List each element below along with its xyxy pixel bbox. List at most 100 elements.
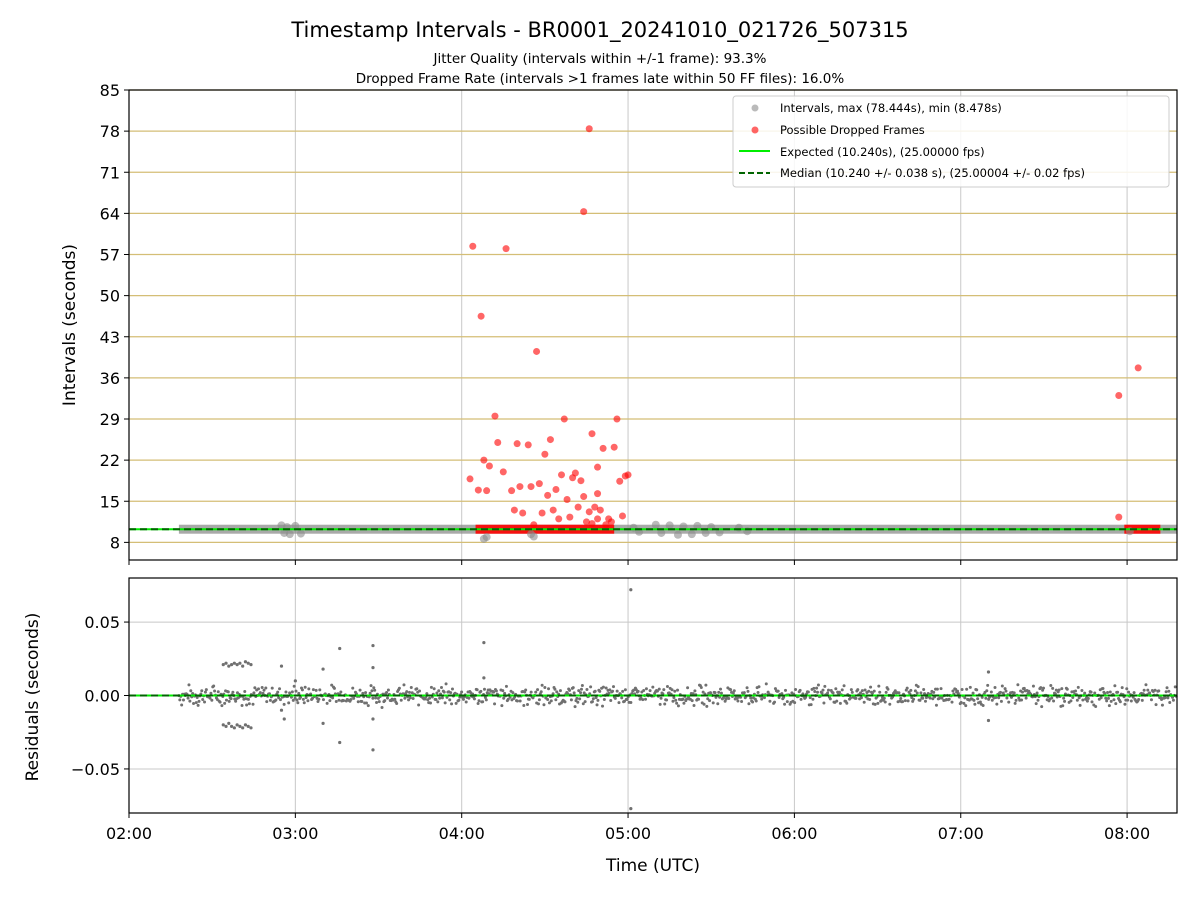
residual-point	[884, 690, 888, 694]
residual-point	[719, 687, 723, 691]
residual-point	[999, 699, 1003, 703]
residual-point	[780, 692, 784, 696]
residual-outlier-point	[235, 663, 239, 667]
residual-point	[739, 695, 743, 699]
residual-point	[641, 698, 645, 702]
residual-point	[776, 689, 780, 693]
residual-point	[1063, 699, 1067, 703]
residual-point	[360, 699, 364, 703]
residual-point	[449, 691, 453, 695]
residual-point	[291, 698, 295, 702]
residual-point	[985, 689, 989, 693]
dropped-frame-point	[491, 412, 499, 420]
residual-point	[980, 695, 984, 699]
residual-point	[589, 685, 593, 689]
interval-point	[482, 533, 491, 542]
residual-point	[693, 689, 697, 693]
residual-point	[918, 698, 922, 702]
residual-point	[270, 686, 274, 690]
residual-point	[203, 700, 207, 704]
residual-point	[501, 689, 505, 693]
residual-point	[1148, 691, 1152, 695]
residual-point	[296, 701, 300, 705]
interval-point	[701, 528, 710, 537]
residual-point	[812, 686, 816, 690]
dropped-frame-point	[591, 503, 599, 511]
residual-outlier-point	[224, 661, 228, 665]
residual-point	[337, 698, 341, 702]
residual-point	[1173, 685, 1177, 689]
residual-outlier-point	[293, 679, 297, 683]
residual-point	[872, 689, 876, 693]
residual-point	[838, 701, 842, 705]
legend-box	[732, 95, 1170, 188]
residual-point	[1112, 698, 1116, 702]
x-tick-label: 06:00	[771, 824, 817, 843]
dropped-frame-point	[466, 475, 474, 483]
residual-point	[629, 701, 633, 705]
x-tick-label: 08:00	[1104, 824, 1150, 843]
residual-point	[425, 692, 429, 696]
residual-point	[1153, 688, 1157, 692]
residual-point	[691, 692, 695, 696]
residual-point	[1167, 689, 1171, 693]
residual-point	[593, 689, 597, 693]
residual-point	[461, 697, 465, 701]
residual-point	[849, 688, 853, 692]
residual-point	[813, 690, 817, 694]
residual-point	[590, 700, 594, 704]
residual-point	[366, 704, 370, 708]
residual-point	[659, 696, 663, 700]
residual-point	[651, 685, 655, 689]
residual-point	[1105, 699, 1109, 703]
residual-point	[240, 704, 244, 708]
interval-point	[529, 532, 538, 541]
residuals-x-ticks: 02:00 03:00 04:00 05:00 06:00 07:00 08:00	[106, 813, 1150, 843]
residual-point	[1099, 696, 1103, 700]
legend-median-label: Median (10.240 +/- 0.038 s), (25.00004 +…	[780, 166, 1085, 180]
residual-point	[393, 697, 397, 701]
residual-point	[962, 701, 966, 705]
residual-point	[1004, 689, 1008, 693]
residual-point	[609, 699, 613, 703]
residual-point	[754, 699, 758, 703]
residual-point	[188, 699, 192, 703]
residual-point	[731, 691, 735, 695]
residual-point	[604, 686, 608, 690]
dropped-frame-point	[524, 441, 532, 449]
residual-point	[820, 691, 824, 695]
residual-point	[947, 697, 951, 701]
residual-point	[522, 703, 526, 707]
residual-point	[282, 702, 286, 706]
residual-point	[869, 685, 873, 689]
residual-point	[547, 687, 551, 691]
residual-point	[372, 686, 376, 690]
residual-point	[757, 685, 761, 689]
residual-point	[782, 695, 786, 699]
residual-point	[608, 688, 612, 692]
dropped-frame-point	[508, 487, 516, 495]
residual-point	[436, 700, 440, 704]
residual-outlier-point	[238, 661, 242, 665]
residual-point	[916, 685, 920, 689]
residual-point	[218, 700, 222, 704]
residual-point	[247, 702, 251, 706]
residual-point	[1081, 698, 1085, 702]
residual-point	[306, 699, 310, 703]
residual-outlier-point	[629, 806, 633, 811]
residual-point	[1101, 686, 1105, 690]
residual-point	[665, 685, 669, 689]
residual-point	[1020, 698, 1024, 702]
x-axis-label: Time (UTC)	[605, 856, 700, 876]
dropped-frame-point	[596, 506, 604, 514]
residual-point	[558, 689, 562, 693]
residual-point	[903, 699, 907, 703]
dropped-frame-point	[477, 312, 485, 320]
residual-outlier-point	[238, 724, 242, 728]
x-tick-label: 05:00	[605, 824, 651, 843]
residual-point	[963, 696, 967, 700]
residual-point	[822, 701, 826, 705]
residual-point	[1012, 691, 1016, 695]
residual-point	[602, 698, 606, 702]
residual-outlier-point	[246, 661, 250, 665]
